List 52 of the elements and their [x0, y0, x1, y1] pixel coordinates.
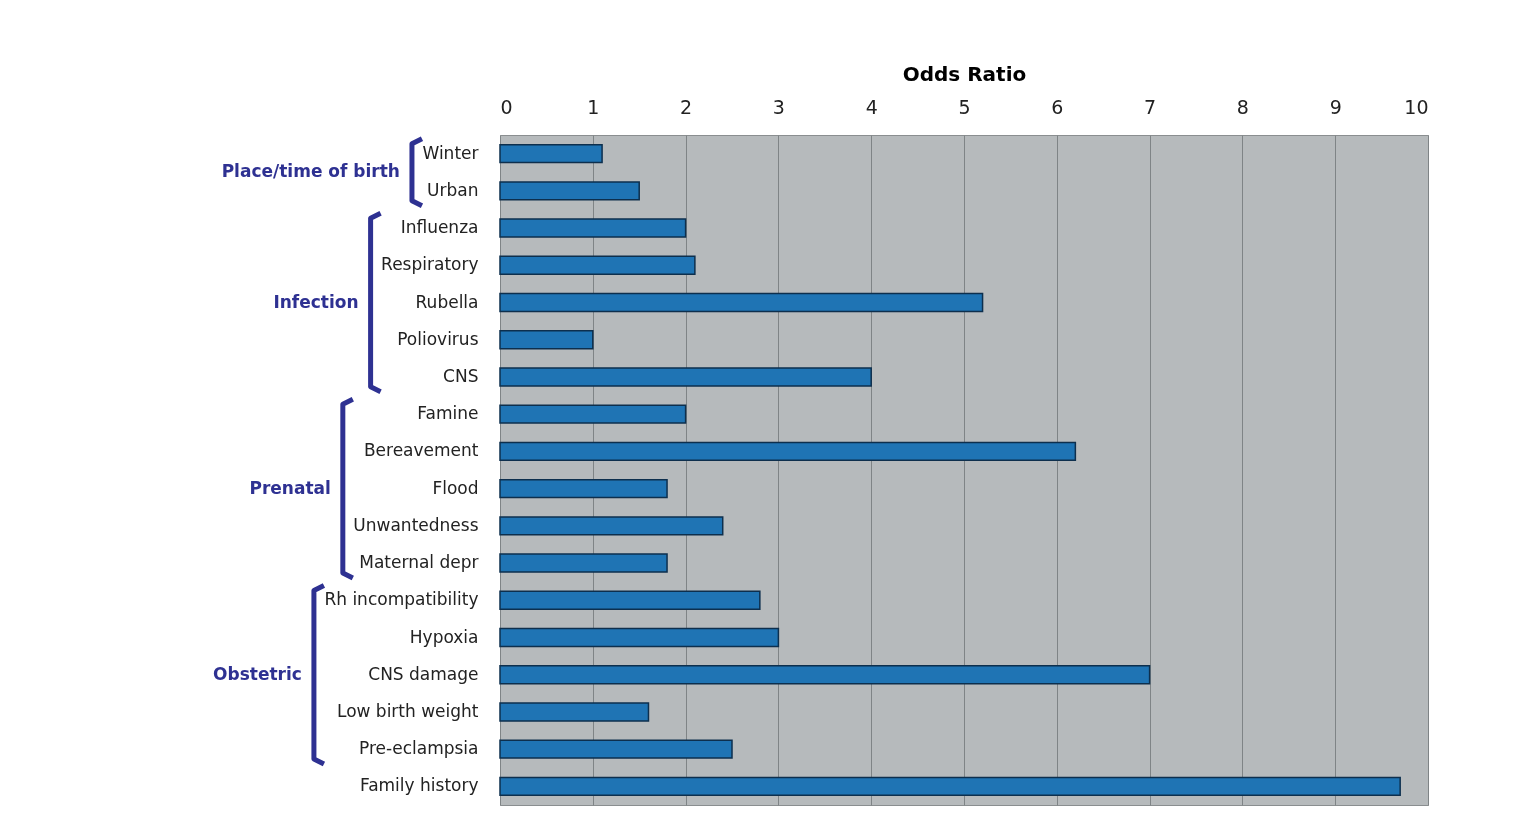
y-tick-label: Poliovirus: [397, 328, 479, 349]
bar: [499, 218, 687, 238]
x-tick-label: 8: [1236, 95, 1249, 118]
bar: [499, 739, 733, 759]
x-tick-label: 5: [958, 95, 971, 118]
bar: [499, 143, 603, 164]
bar: [499, 292, 984, 313]
y-tick-label: Unwantedness: [353, 514, 479, 535]
x-tick-label: 9: [1329, 95, 1342, 118]
bar: [499, 367, 872, 387]
text: Prenatal: [249, 477, 331, 498]
bar: [499, 478, 668, 499]
x-tick-label: 10: [1404, 95, 1429, 118]
bar: [499, 441, 1077, 462]
bar: [499, 181, 640, 201]
y-tick-label: Flood: [432, 477, 479, 498]
y-tick-label: Bereavement: [363, 440, 479, 461]
text: Obstetric: [213, 663, 302, 684]
y-tick-label: Low birth weight: [336, 700, 479, 721]
bar: [499, 590, 761, 610]
x-tick-label: 3: [772, 95, 785, 118]
y-tick-label: Influenza: [400, 217, 479, 238]
bar: [499, 776, 1401, 797]
y-tick-label: Rubella: [415, 291, 479, 312]
y-tick-label: Family history: [359, 775, 479, 796]
y-tick-label: Pre-eclampsia: [359, 738, 479, 759]
x-tick-label: 0: [500, 95, 513, 118]
y-tick-label: Winter: [422, 142, 479, 163]
bar: [499, 404, 687, 424]
bar: [499, 516, 724, 536]
y-tick-label: Rh incompatibility: [324, 589, 479, 610]
x-tick-label: 2: [680, 95, 693, 118]
text: Infection: [273, 291, 359, 312]
x-tick-label: 4: [865, 95, 878, 118]
y-tick-label: CNS damage: [368, 663, 479, 684]
y-tick-label: Respiratory: [381, 254, 479, 275]
bar: [499, 330, 594, 350]
bar: [499, 627, 780, 648]
text: Place/time of birth: [221, 161, 400, 182]
x-tick-label: 1: [587, 95, 600, 118]
y-tick-label: CNS: [443, 365, 479, 386]
bar: [499, 553, 668, 573]
y-tick-label: Hypoxia: [409, 626, 479, 647]
bar: [499, 255, 696, 275]
x-tick-label: 6: [1051, 95, 1064, 118]
y-tick-label: Maternal depr: [359, 552, 479, 573]
y-tick-label: Urban: [427, 179, 479, 200]
x-axis-title: Odds Ratio: [902, 61, 1027, 86]
y-tick-label: Famine: [417, 403, 479, 424]
x-tick-label: 7: [1144, 95, 1157, 118]
bar: [499, 702, 650, 722]
bar: [499, 665, 1151, 685]
